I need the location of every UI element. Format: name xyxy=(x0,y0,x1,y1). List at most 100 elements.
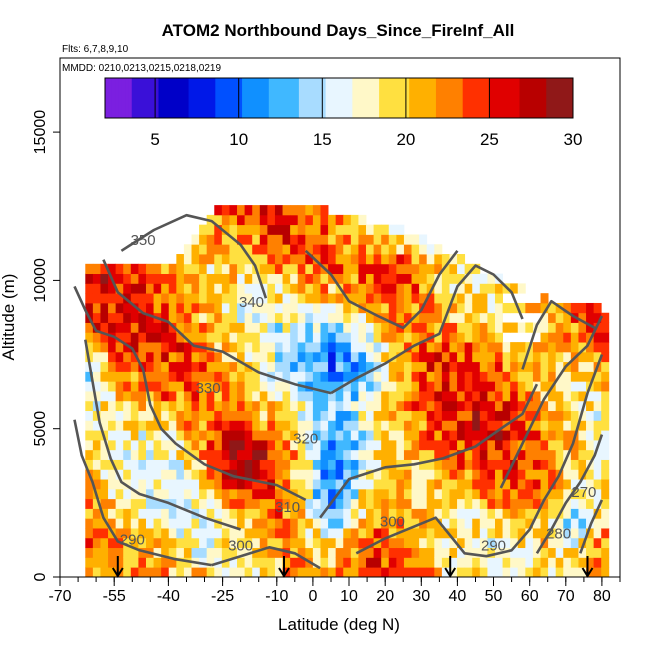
heatmap-cell xyxy=(92,322,101,333)
heatmap-cell xyxy=(563,420,572,431)
heatmap-cell xyxy=(403,391,412,402)
colorbar-segment xyxy=(228,78,233,118)
heatmap-cell xyxy=(92,469,101,480)
heatmap-cell xyxy=(366,351,374,363)
heatmap-cell xyxy=(457,283,466,294)
heatmap-cell xyxy=(259,400,268,412)
heatmap-cell xyxy=(161,567,170,578)
heatmap-cell xyxy=(570,498,579,509)
heatmap-cell xyxy=(252,312,261,323)
heatmap-cell xyxy=(388,244,397,255)
heatmap-cell xyxy=(100,302,109,314)
heatmap-cell xyxy=(92,381,101,392)
heatmap-cell xyxy=(479,302,488,314)
heatmap-cell xyxy=(502,459,511,470)
heatmap-cell xyxy=(312,224,321,235)
heatmap-cell xyxy=(214,420,223,431)
heatmap-cell xyxy=(176,469,185,480)
heatmap-cell xyxy=(555,322,564,333)
heatmap-cell xyxy=(290,273,299,284)
heatmap-cell xyxy=(161,479,170,490)
heatmap-cell xyxy=(494,508,503,519)
colorbar-segment xyxy=(429,78,434,118)
heatmap-cell xyxy=(457,254,466,265)
heatmap-cell xyxy=(396,312,405,323)
heatmap-cell xyxy=(259,371,268,382)
heatmap-cell xyxy=(396,361,405,372)
colorbar-segment xyxy=(128,78,133,118)
heatmap-cell xyxy=(123,283,132,294)
heatmap-cell xyxy=(350,469,359,480)
heatmap-cell xyxy=(282,361,291,372)
colorbar-segment xyxy=(148,78,153,118)
heatmap-cell xyxy=(472,479,481,490)
heatmap-cell xyxy=(145,518,154,529)
heatmap-cell xyxy=(441,469,450,480)
heatmap-cell xyxy=(221,537,230,549)
heatmap-cell xyxy=(221,244,230,255)
heatmap-cell xyxy=(464,302,473,314)
heatmap-cell xyxy=(237,528,246,539)
heatmap-cell xyxy=(548,557,557,568)
heatmap-cell xyxy=(540,293,549,304)
contour-line xyxy=(304,249,459,330)
heatmap-cell xyxy=(115,488,124,500)
heatmap-cell xyxy=(206,469,215,480)
heatmap-cell xyxy=(350,479,359,490)
heatmap-cell xyxy=(229,557,238,568)
heatmap-cell xyxy=(381,459,390,470)
heatmap-cell xyxy=(328,518,337,529)
heatmap-cell xyxy=(92,391,101,402)
heatmap-cell xyxy=(244,498,253,509)
heatmap-cell xyxy=(350,381,359,392)
heatmap-cell xyxy=(100,293,109,304)
heatmap-cell xyxy=(464,400,473,412)
heatmap-cell xyxy=(601,528,610,539)
heatmap-cell xyxy=(449,547,458,558)
heatmap-cell xyxy=(229,430,238,441)
flight-arrow-head xyxy=(581,567,594,578)
heatmap-cell xyxy=(267,312,276,323)
heatmap-cell xyxy=(221,273,230,284)
heatmap-cell xyxy=(221,479,230,490)
heatmap-cell xyxy=(434,498,443,509)
heatmap-cell xyxy=(555,488,564,500)
heatmap-cell xyxy=(434,332,443,343)
heatmap-cell xyxy=(540,567,549,578)
heatmap-cell xyxy=(578,410,587,421)
heatmap-cell xyxy=(252,479,261,490)
heatmap-cell xyxy=(290,361,299,372)
heatmap-cell xyxy=(593,400,602,412)
heatmap-cell xyxy=(358,381,367,392)
heatmap-cell xyxy=(441,518,450,529)
heatmap-cell xyxy=(123,410,132,421)
heatmap-cell xyxy=(130,567,139,578)
heatmap-cell xyxy=(419,430,428,441)
heatmap-cell xyxy=(403,312,412,323)
heatmap-cell xyxy=(191,381,200,392)
heatmap-cell xyxy=(320,528,329,539)
heatmap-cell xyxy=(586,547,595,558)
heatmap-cell xyxy=(510,528,519,539)
heatmap-cell xyxy=(237,469,246,480)
heatmap-cell xyxy=(426,273,435,284)
colorbar-segment xyxy=(405,78,410,118)
heatmap-cell xyxy=(593,420,602,431)
heatmap-cell xyxy=(267,528,276,539)
heatmap-cell xyxy=(396,342,405,353)
heatmap-cell xyxy=(244,263,253,275)
colorbar-segment xyxy=(569,78,574,118)
contour-line xyxy=(211,546,321,570)
heatmap-cell xyxy=(593,567,602,578)
heatmap-cell xyxy=(252,537,261,549)
heatmap-cell xyxy=(176,254,185,265)
heatmap-cell xyxy=(479,400,488,412)
heatmap-cell xyxy=(259,214,268,226)
heatmap-cell xyxy=(123,263,132,275)
heatmap-cell xyxy=(206,508,215,519)
heatmap-cell xyxy=(396,302,405,314)
heatmap-cell xyxy=(525,449,534,460)
heatmap-cell xyxy=(199,332,208,343)
heatmap-cell xyxy=(328,224,337,235)
heatmap-cell xyxy=(479,547,488,558)
